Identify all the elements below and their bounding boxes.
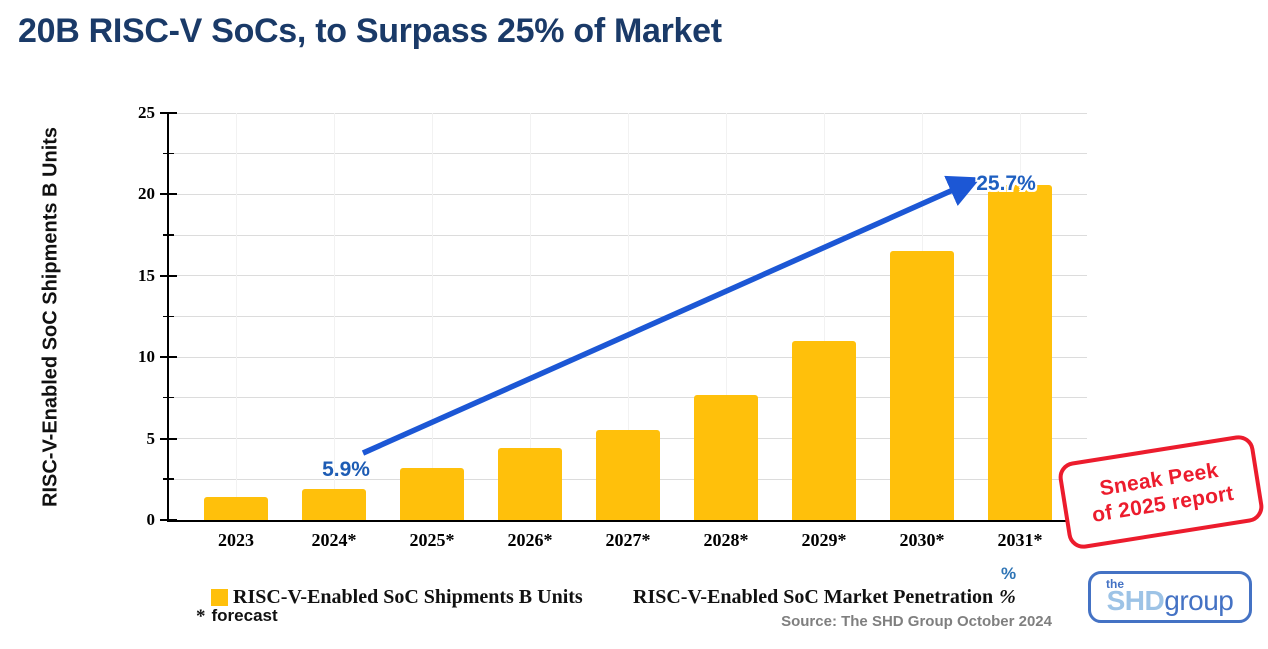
y-axis-major-tick — [160, 112, 177, 114]
x-axis-tick-label: 2027* — [605, 530, 651, 550]
y-axis-minor-tick — [163, 234, 174, 236]
bar — [988, 184, 1052, 520]
y-axis-major-tick — [160, 274, 177, 277]
source-credit: Source: The SHD Group October 2024 — [781, 613, 1052, 630]
y-axis-major-tick — [160, 437, 177, 440]
legend-label-shipments: RISC-V-Enabled SoC Shipments B Units — [233, 586, 583, 608]
y-axis-tick-label: 25 — [138, 103, 155, 122]
percent-symbol: % — [999, 586, 1016, 608]
legend-label-penetration: RISC-V-Enabled SoC Market Penetration% — [633, 586, 1016, 609]
asterisk-icon: * — [196, 606, 206, 627]
plot-area: 0 5 10 15 20 25 2023 2024* 2025* 2026* 2027* 2028* 2… — [138, 103, 1087, 550]
y-axis-major-tick — [160, 193, 177, 196]
x-axis-tick-label: 2025* — [409, 530, 455, 550]
gridline-vertical — [334, 113, 335, 520]
forecast-note-label: forecast — [211, 606, 278, 625]
bar — [498, 448, 562, 520]
bar — [792, 340, 856, 520]
y-axis-tick-label: 20 — [138, 184, 155, 204]
sneak-peek-stamp: Sneak Peek of 2025 report — [1056, 433, 1266, 551]
logo-the-text: the — [1106, 577, 1124, 591]
y-axis-minor-tick — [163, 478, 174, 480]
x-axis-tick-label: 2030* — [899, 530, 945, 550]
y-axis-major-tick — [160, 356, 177, 359]
x-axis-tick-label: 2028* — [703, 530, 749, 550]
gridline-vertical — [236, 113, 237, 520]
x-axis-tick-label: 2026* — [507, 530, 553, 550]
x-axis-tick-label: 2024* — [311, 530, 357, 550]
bar — [400, 467, 464, 520]
bar — [890, 251, 954, 520]
y-axis-tick-label: 5 — [146, 428, 156, 448]
legend-swatch-shipments — [211, 589, 228, 606]
y-axis-tick-label: 0 — [146, 510, 156, 529]
penetration-label: 25.7% — [976, 171, 1036, 195]
page-title: 20B RISC-V SoCs, to Surpass 25% of Marke… — [18, 12, 722, 50]
y-axis-minor-tick — [163, 152, 174, 155]
percent-marker-icon: % — [1001, 564, 1017, 583]
bar — [596, 430, 660, 520]
bar — [204, 497, 268, 520]
y-axis-minor-tick — [163, 396, 174, 399]
x-axis-tick-label: 2023 — [218, 530, 254, 550]
x-axis-tick-label: 2029* — [801, 530, 847, 550]
y-axis-tick-label: 15 — [138, 265, 155, 285]
shd-group-logo: the SHDgroup — [1088, 571, 1252, 623]
gridline-vertical — [432, 113, 433, 520]
y-axis-major-tick — [160, 519, 177, 521]
logo-group-text: group — [1164, 585, 1234, 616]
penetration-label: 5.9% — [322, 458, 370, 482]
y-axis-tick-label: 10 — [138, 347, 155, 367]
bar — [694, 394, 758, 520]
y-axis-minor-tick — [163, 315, 174, 317]
y-axis-title: RISC-V-Enabled SoC Shipments B Units — [39, 126, 62, 507]
x-axis-tick-label: 2031* — [997, 530, 1043, 550]
legend-penetration-text: RISC-V-Enabled SoC Market Penetration — [633, 586, 994, 608]
forecast-note: * forecast — [196, 606, 278, 628]
bar — [302, 489, 366, 520]
logo-wordmark: SHDgroup — [1107, 587, 1234, 615]
logo-shd-text: SHD — [1106, 585, 1165, 616]
